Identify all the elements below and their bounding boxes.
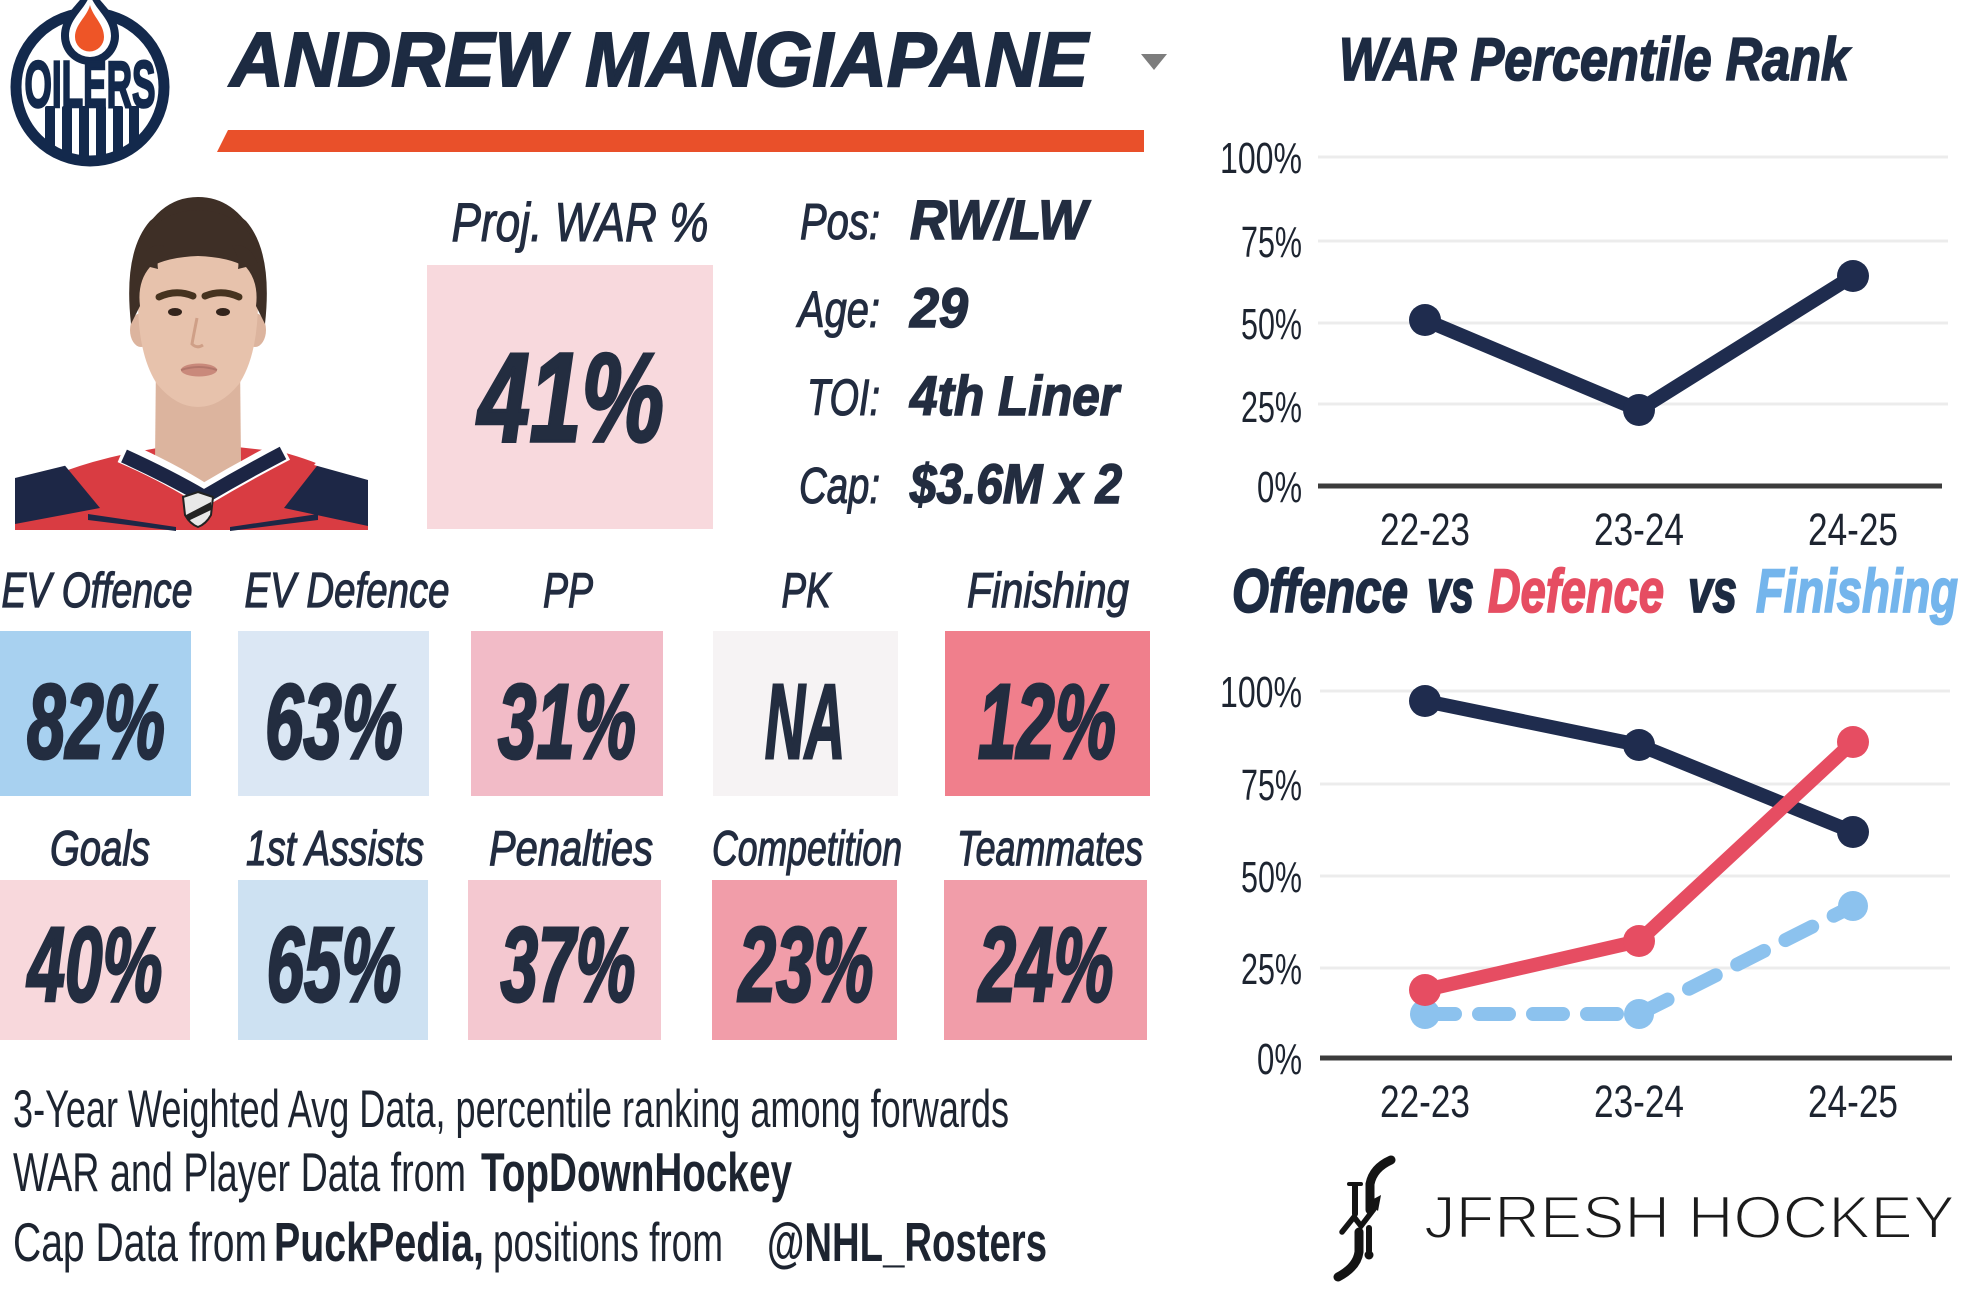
svg-text:$3.6M x 2: $3.6M x 2 [909,452,1122,515]
svg-text:EV Defence: EV Defence [245,564,450,618]
svg-text:PP: PP [543,564,593,618]
svg-text:23-24: 23-24 [1594,1076,1684,1127]
svg-text:12%: 12% [978,663,1116,781]
svg-text:100%: 100% [1220,134,1302,183]
svg-text:31%: 31% [498,663,636,781]
svg-text:24%: 24% [977,906,1113,1024]
svg-text:65%: 65% [267,906,402,1024]
svg-text:4th Liner: 4th Liner [909,364,1122,427]
svg-text:NA: NA [765,663,845,781]
svg-text:23%: 23% [737,906,873,1024]
svg-text:25%: 25% [1241,945,1302,994]
svg-text:Offence: Offence [1232,557,1408,625]
svg-text:75%: 75% [1241,761,1302,810]
svg-text:TopDownHockey: TopDownHockey [481,1141,792,1203]
svg-text:41%: 41% [476,327,664,468]
svg-text:Cap Data from: Cap Data from [13,1211,267,1273]
svg-text:0%: 0% [1257,463,1302,512]
svg-text:RW/LW: RW/LW [910,188,1091,251]
svg-text:Penalties: Penalties [489,822,653,876]
svg-text:24-25: 24-25 [1808,504,1898,555]
svg-text:75%: 75% [1241,218,1302,267]
svg-text:WAR Percentile Rank: WAR Percentile Rank [1339,26,1851,93]
svg-text:23-24: 23-24 [1594,504,1684,555]
svg-text:Competition: Competition [712,822,902,876]
svg-text:PuckPedia,: PuckPedia, [274,1211,484,1273]
svg-text:JFRESH HOCKEY: JFRESH HOCKEY [1424,1184,1955,1251]
svg-text:22-23: 22-23 [1380,1076,1470,1127]
svg-text:0%: 0% [1257,1035,1302,1084]
svg-text:3-Year Weighted Avg Data, perc: 3-Year Weighted Avg Data, percentile ran… [13,1080,1009,1139]
svg-text:ANDREW MANGIAPANE: ANDREW MANGIAPANE [228,17,1090,103]
svg-text:WAR and Player Data from: WAR and Player Data from [13,1141,466,1203]
svg-text:@NHL_Rosters: @NHL_Rosters [767,1211,1047,1273]
svg-text:40%: 40% [26,906,162,1024]
svg-text:37%: 37% [501,906,636,1024]
svg-text:50%: 50% [1241,853,1302,902]
svg-text:63%: 63% [265,663,403,781]
svg-text:positions from: positions from [493,1211,723,1273]
svg-text:82%: 82% [27,663,165,781]
svg-text:Goals: Goals [50,822,150,876]
svg-text:Pos:: Pos: [800,193,880,250]
svg-text:vs: vs [1427,557,1474,625]
svg-text:Cap:: Cap: [799,457,880,514]
svg-text:1st Assists: 1st Assists [246,822,424,876]
svg-text:50%: 50% [1241,300,1302,349]
svg-text:Age:: Age: [796,281,880,338]
svg-text:Finishing: Finishing [1756,557,1958,625]
svg-text:Proj. WAR %: Proj. WAR % [452,191,709,253]
svg-text:25%: 25% [1241,383,1302,432]
svg-text:vs: vs [1688,557,1737,625]
svg-text:22-23: 22-23 [1380,504,1470,555]
svg-text:PK: PK [782,564,833,618]
svg-text:100%: 100% [1220,668,1302,717]
svg-text:Finishing: Finishing [967,564,1129,618]
svg-text:29: 29 [909,276,968,339]
svg-text:EV Offence: EV Offence [2,564,193,618]
svg-text:JFRESH HOCKEY: JFRESH HOCKEY [1424,1184,1955,1251]
svg-text:Teammates: Teammates [957,822,1143,876]
svg-text:Defence: Defence [1488,557,1664,625]
svg-text:TOI:: TOI: [807,369,880,426]
svg-text:24-25: 24-25 [1808,1076,1898,1127]
